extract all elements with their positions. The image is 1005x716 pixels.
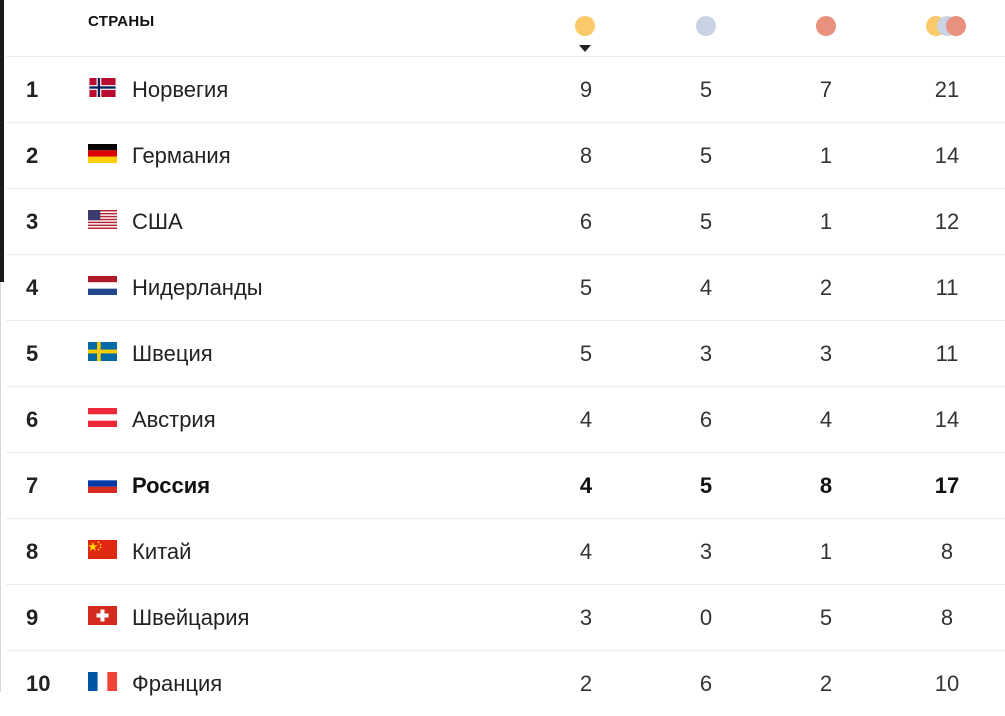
- bronze-count: 1: [819, 539, 833, 564]
- silver-medal-icon: [696, 16, 716, 36]
- rank: 10: [26, 671, 51, 696]
- table-row[interactable]: 8 Китай 4 3 1 8: [6, 518, 1005, 584]
- table-row[interactable]: 1 Норвегия 9 5 7 21: [6, 56, 1005, 122]
- gold-count: 5: [579, 275, 593, 300]
- bronze-count: 7: [819, 77, 833, 102]
- gold-count: 8: [579, 143, 593, 168]
- table-row[interactable]: 5 Швеция 5 3 3 11: [6, 320, 1005, 386]
- rank: 8: [26, 539, 39, 564]
- sweden-flag-icon: [88, 342, 117, 361]
- silver-count: 5: [699, 77, 713, 102]
- country-name: Швейцария: [132, 605, 250, 630]
- medal-table: СТРАНЫ 1 Норвегия 9 5 7 21 2: [6, 0, 1005, 716]
- silver-column-header[interactable]: [696, 16, 718, 38]
- total-count: 8: [940, 539, 954, 564]
- silver-count: 3: [699, 341, 713, 366]
- total-count: 8: [940, 605, 954, 630]
- gold-count: 4: [579, 539, 593, 564]
- table-row[interactable]: 3 США 6 5 1 12: [6, 188, 1005, 254]
- silver-count: 6: [699, 671, 713, 696]
- country-name: США: [132, 209, 183, 234]
- gold-count: 4: [579, 473, 593, 498]
- bronze-count: 8: [819, 473, 833, 498]
- rank: 2: [26, 143, 39, 168]
- rank: 5: [26, 341, 39, 366]
- silver-count: 5: [699, 209, 713, 234]
- gold-count: 4: [579, 407, 593, 432]
- bronze-count: 1: [819, 143, 833, 168]
- total-count: 12: [934, 209, 960, 234]
- gold-count: 2: [579, 671, 593, 696]
- country-name: Нидерланды: [132, 275, 263, 300]
- sort-desc-icon: [579, 45, 591, 52]
- window-edge: [0, 0, 4, 282]
- silver-count: 3: [699, 539, 713, 564]
- country-name: Норвегия: [132, 77, 229, 102]
- gold-count: 6: [579, 209, 593, 234]
- total-count: 17: [934, 473, 960, 498]
- total-count: 21: [934, 77, 960, 102]
- table-row[interactable]: 10 Франция 2 6 2 10: [6, 650, 1005, 716]
- usa-flag-icon: [88, 210, 117, 229]
- rank: 3: [26, 209, 39, 234]
- bronze-count: 3: [819, 341, 833, 366]
- country-name: Швеция: [132, 341, 213, 366]
- bronze-medal-icon: [816, 16, 836, 36]
- gold-column-header[interactable]: [575, 16, 597, 52]
- germany-flag-icon: [88, 144, 117, 163]
- window-edge-line: [0, 282, 1, 692]
- table-row[interactable]: 2 Германия 8 5 1 14: [6, 122, 1005, 188]
- total-count: 11: [935, 341, 959, 366]
- bronze-count: 2: [819, 275, 833, 300]
- gold-medal-icon: [575, 16, 595, 36]
- gold-count: 9: [579, 77, 593, 102]
- austria-flag-icon: [88, 408, 117, 427]
- bronze-count: 1: [819, 209, 833, 234]
- silver-count: 5: [699, 473, 713, 498]
- total-count: 10: [934, 671, 960, 696]
- netherlands-flag-icon: [88, 276, 117, 295]
- total-count: 14: [934, 407, 960, 432]
- france-flag-icon: [88, 672, 117, 691]
- rank: 1: [26, 77, 39, 102]
- table-row-highlighted[interactable]: 7 Россия 4 5 8 17: [6, 452, 1005, 518]
- silver-count: 5: [699, 143, 713, 168]
- total-bronze-dot-icon: [946, 16, 966, 36]
- rank: 7: [26, 473, 39, 498]
- table-row[interactable]: 9 Швейцария 3 0 5 8: [6, 584, 1005, 650]
- countries-column-header[interactable]: СТРАНЫ: [88, 13, 155, 30]
- country-name: Россия: [132, 473, 211, 498]
- russia-flag-icon: [88, 474, 117, 493]
- rank: 9: [26, 605, 39, 630]
- country-name: Китай: [132, 539, 192, 564]
- silver-count: 4: [699, 275, 713, 300]
- bronze-count: 2: [819, 671, 833, 696]
- gold-count: 3: [579, 605, 593, 630]
- table-row[interactable]: 6 Австрия 4 6 4 14: [6, 386, 1005, 452]
- bronze-count: 5: [819, 605, 833, 630]
- total-count: 11: [935, 275, 959, 300]
- switzerland-flag-icon: [88, 606, 117, 625]
- bronze-column-header[interactable]: [816, 16, 838, 38]
- table-header: СТРАНЫ: [6, 0, 1005, 56]
- country-name: Франция: [132, 671, 223, 696]
- silver-count: 6: [699, 407, 713, 432]
- country-name: Австрия: [132, 407, 216, 432]
- table-row[interactable]: 4 Нидерланды 5 4 2 11: [6, 254, 1005, 320]
- norway-flag-icon: [88, 78, 117, 97]
- total-count: 14: [934, 143, 960, 168]
- bronze-count: 4: [819, 407, 833, 432]
- total-column-header[interactable]: [926, 16, 970, 38]
- silver-count: 0: [699, 605, 713, 630]
- country-name: Германия: [132, 143, 231, 168]
- rank: 6: [26, 407, 39, 432]
- china-flag-icon: [88, 540, 117, 559]
- gold-count: 5: [579, 341, 593, 366]
- rank: 4: [26, 275, 39, 300]
